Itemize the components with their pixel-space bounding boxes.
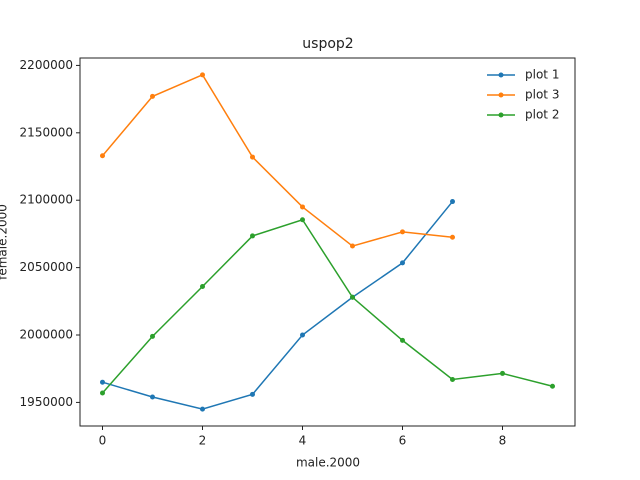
- y-tick-label: 2100000: [20, 193, 73, 207]
- data-point: [350, 243, 355, 249]
- series-line: [101, 218, 553, 394]
- data-point: [250, 233, 255, 239]
- data-point: [400, 337, 405, 343]
- chart-title: uspop2: [302, 36, 353, 52]
- data-point: [200, 72, 205, 78]
- y-tick-label: 2150000: [20, 125, 73, 139]
- legend-label: plot 2: [525, 108, 559, 122]
- x-tick-label: 6: [399, 434, 407, 448]
- x-tick-label: 0: [99, 434, 107, 448]
- y-axis-label: female.2000: [0, 204, 10, 280]
- data-point: [350, 294, 355, 300]
- x-axis-label: male.2000: [296, 456, 360, 470]
- data-point: [250, 391, 255, 397]
- legend-marker: [498, 92, 504, 98]
- legend-label: plot 3: [525, 88, 559, 102]
- x-tick-label: 2: [199, 434, 207, 448]
- data-point: [400, 260, 405, 266]
- data-point: [200, 283, 205, 289]
- series-line: [101, 73, 453, 247]
- legend-marker: [498, 112, 504, 118]
- x-tick-label: 4: [299, 434, 307, 448]
- data-point: [550, 383, 555, 389]
- data-point: [300, 217, 305, 223]
- data-point: [300, 332, 305, 338]
- data-point: [100, 153, 105, 159]
- data-point: [250, 154, 255, 160]
- data-point: [400, 229, 405, 235]
- data-point: [150, 394, 155, 400]
- series-line: [102, 201, 454, 410]
- data-point: [450, 234, 455, 240]
- y-tick-label: 1950000: [20, 395, 73, 409]
- x-tick-label: 8: [499, 434, 507, 448]
- legend-marker: [498, 72, 504, 78]
- data-point: [500, 370, 505, 376]
- y-tick-label: 2200000: [20, 58, 73, 72]
- y-tick-label: 2050000: [20, 260, 73, 274]
- data-point: [200, 406, 205, 412]
- data-point: [150, 93, 155, 99]
- data-point: [300, 204, 305, 210]
- data-point: [100, 379, 105, 385]
- data-point: [450, 376, 455, 382]
- legend-label: plot 1: [525, 68, 559, 82]
- data-point: [150, 333, 155, 339]
- data-point: [100, 390, 105, 396]
- data-point: [450, 199, 455, 205]
- axes-frame: [79, 57, 576, 427]
- y-tick-label: 2000000: [20, 328, 73, 342]
